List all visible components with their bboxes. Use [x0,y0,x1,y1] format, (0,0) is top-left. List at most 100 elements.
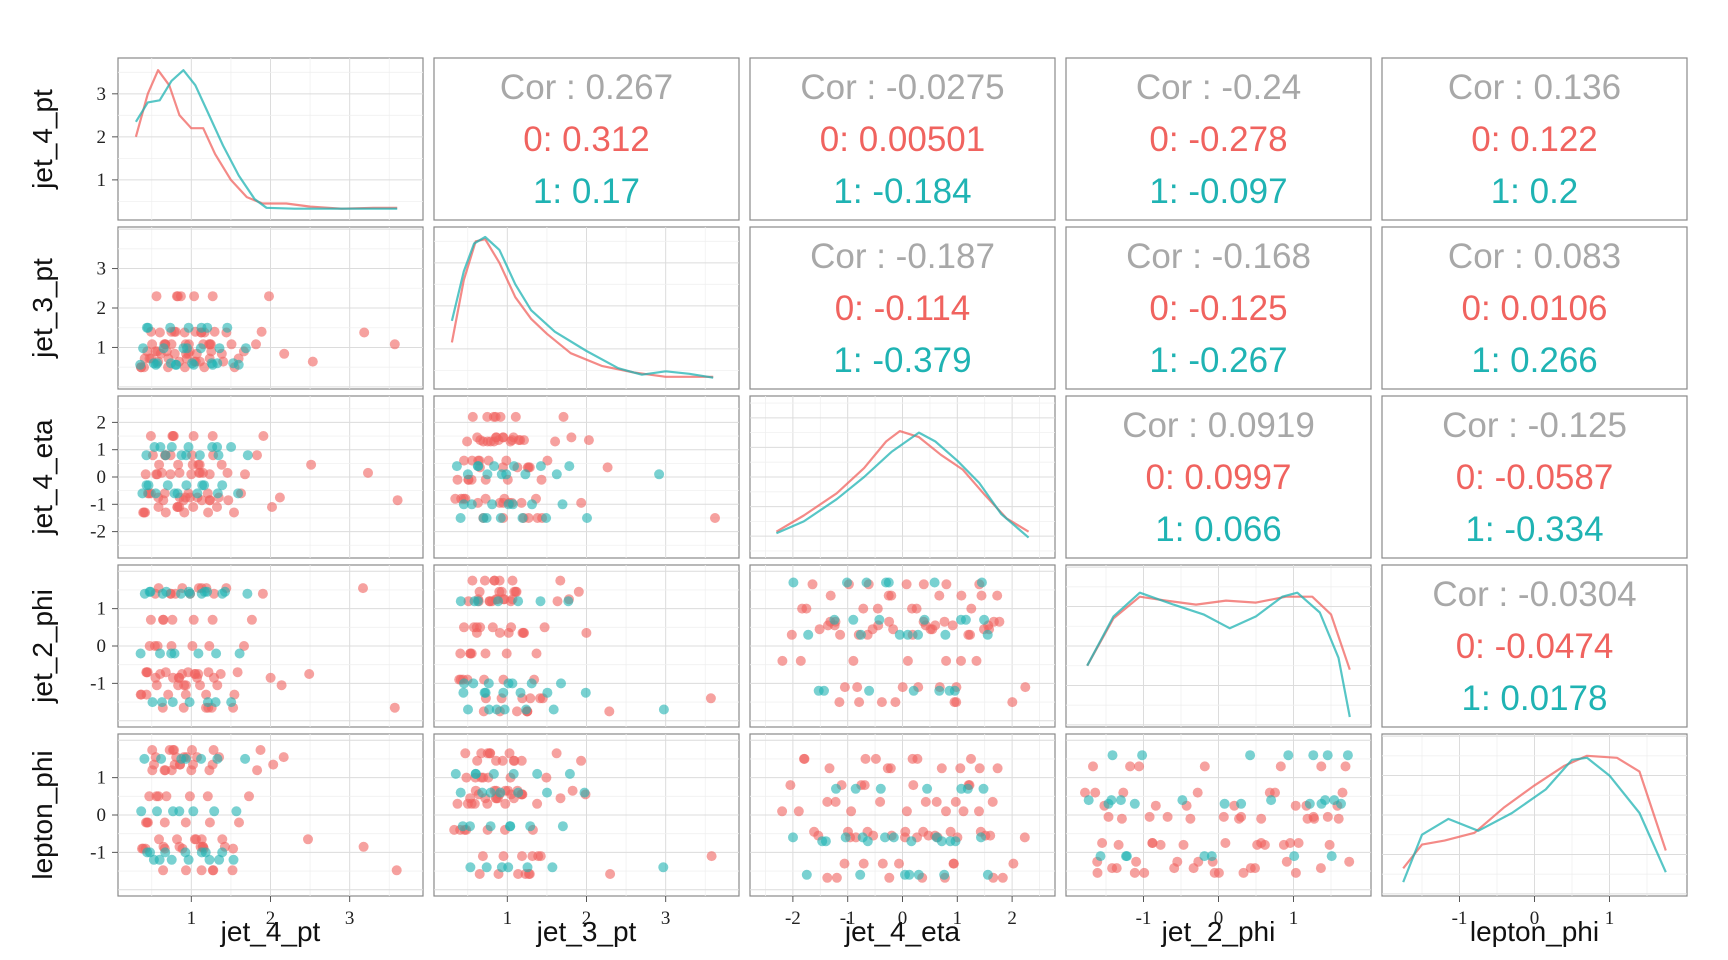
panel-background [1381,395,1688,559]
scatter-point-group0 [1324,839,1335,850]
scatter-point-group0 [165,469,176,480]
scatter-point-group0 [480,648,491,659]
scatter-point-group0 [956,655,966,666]
scatter-point-group1 [465,821,475,832]
scatter-point-group0 [1019,832,1030,843]
scatter-point-group1 [139,753,150,764]
scatter-point-group0 [807,579,818,590]
scatter-point-group1 [171,359,182,370]
scatter-point-group0 [1270,787,1280,798]
scatter-point-group0 [536,474,547,485]
correlation-group0-label: 0: -0.125 [1149,289,1287,328]
scatter-point-group1 [137,488,148,499]
scatter-point-group0 [799,753,810,764]
panel-background [1065,395,1372,559]
scatter-point-group1 [556,678,566,689]
column-label-jet_4_pt: jet_4_pt [220,916,321,947]
scatter-point-group1 [976,577,987,588]
scatter-point-group0 [205,339,216,350]
scatter-point-group1 [144,586,155,597]
scatter-point-group0 [169,348,180,359]
scatter-point-group1 [138,343,149,354]
scatter-point-group0 [987,796,998,807]
scatter-point-group1 [220,586,230,597]
scatter-point-group0 [902,655,913,666]
scatter-point-group1 [526,678,537,689]
scatter-point-group0 [195,680,205,691]
scatter-point-group1 [182,343,192,354]
panel-jet_3_pt-lepton_phi: Cor : 0.083 0: 0.0106 1: 0.266 [1381,226,1688,390]
scatter-point-group0 [1199,761,1210,772]
scatter-point-group0 [875,796,886,807]
scatter-point-group0 [195,467,206,478]
scatter-point-group1 [902,629,913,640]
scatter-point-group1 [1083,795,1094,806]
scatter-point-group1 [945,836,956,847]
scatter-point-group0 [142,817,153,828]
scatter-point-group0 [188,502,199,512]
scatter-point-group1 [183,442,194,452]
scatter-point-group1 [167,697,178,708]
scatter-point-group1 [165,322,176,333]
scatter-point-group1 [547,862,558,873]
scatter-point-group1 [150,488,161,499]
scatter-point-group0 [539,622,550,633]
scatter-point-group0 [1316,761,1327,772]
correlation-group0-label: 0: -0.278 [1149,120,1287,159]
correlation-group0-label: 0: 0.0106 [1462,289,1608,328]
scatter-point-group0 [831,872,842,883]
panel-lepton_phi-jet_4_pt [117,733,424,897]
scatter-point-group1 [525,821,536,832]
scatter-point-group0 [180,689,191,700]
scatter-point-group1 [166,442,177,452]
scatter-point-group1 [908,685,919,696]
correlation-group0-label: 0: -0.0474 [1456,627,1614,666]
scatter-point-group0 [795,655,806,666]
scatter-point-group1 [509,461,519,472]
scatter-point-group1 [458,687,469,698]
scatter-point-group0 [948,858,959,869]
scatter-point-group0 [159,488,170,499]
y-tick-label: 1 [97,768,107,789]
scatter-point-group1 [196,847,207,858]
scatter-point-group0 [487,622,498,633]
correlation-total-label: Cor : -0.125 [1442,406,1627,445]
scatter-point-group0 [555,575,566,586]
scatter-point-group0 [279,348,290,359]
scatter-point-group1 [135,359,146,370]
scatter-point-group0 [517,627,528,638]
scatter-point-group0 [168,431,179,441]
scatter-point-group1 [472,461,483,472]
scatter-point-group1 [160,847,171,858]
scatter-point-group0 [706,851,717,862]
scatter-point-group0 [159,765,170,776]
scatter-point-group0 [1220,838,1231,848]
x-tick-label: 2 [1007,908,1017,929]
panel-lepton_phi-jet_2_phi [1065,733,1372,897]
scatter-point-group0 [391,865,402,876]
scatter-point-group0 [872,603,883,614]
x-tick-label: 1 [1289,908,1299,929]
x-tick-label: 3 [345,908,355,929]
scatter-point-group0 [145,614,156,625]
scatter-point-group1 [181,450,192,461]
correlation-total-label: Cor : -0.168 [1126,237,1311,276]
scatter-point-group0 [202,791,213,802]
scatter-point-group1 [242,450,253,461]
scatter-point-group0 [189,291,200,302]
scatter-point-group0 [876,697,887,708]
scatter-point-group1 [228,854,239,865]
scatter-point-group0 [150,346,161,357]
scatter-point-group0 [936,763,947,774]
scatter-point-group0 [785,780,796,791]
scatter-point-group1 [1137,750,1148,761]
scatter-point-group1 [233,488,244,499]
scatter-point-group0 [181,865,191,876]
scatter-point-group0 [822,872,833,883]
correlation-group0-label: 0: -0.114 [835,289,971,328]
y-tick-label: 2 [97,298,107,319]
scatter-point-group0 [498,851,509,862]
scatter-point-group0 [135,689,146,700]
scatter-point-group1 [874,614,885,625]
scatter-point-group0 [1302,813,1313,824]
